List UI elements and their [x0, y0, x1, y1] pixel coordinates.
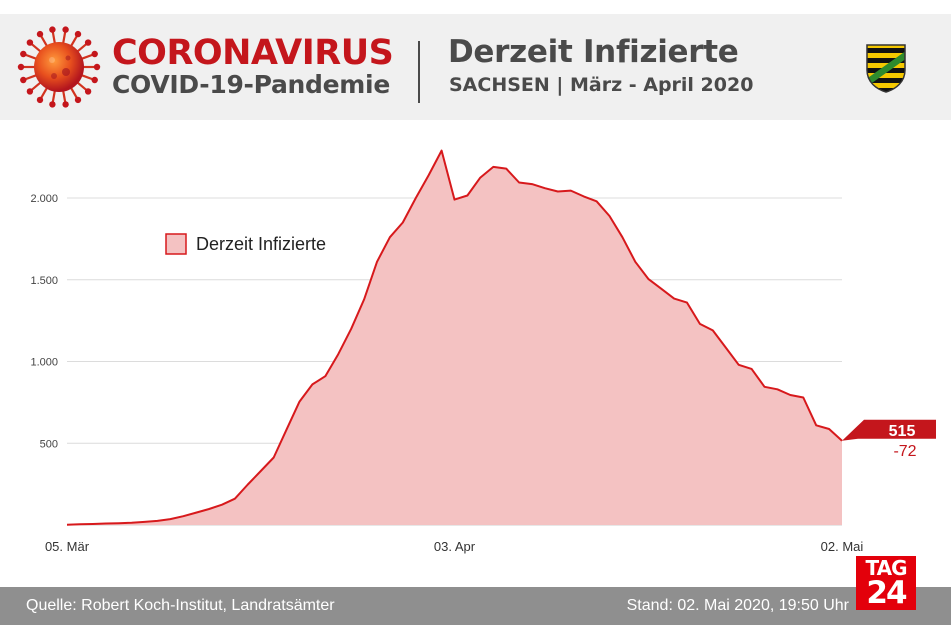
header-divider [418, 41, 420, 103]
logo-text-number: 24 [866, 575, 907, 611]
chart-series [66, 149, 843, 526]
virus-spike-tip [20, 76, 27, 84]
virus-spike-tip [26, 39, 34, 46]
virus-spike-tip [91, 76, 98, 84]
brand-title: CORONAVIRUS [112, 33, 394, 73]
brand-subtitle: COVID-19-Pandemie [112, 70, 390, 99]
legend-swatch [165, 233, 187, 255]
virus-spike-tip [62, 101, 69, 108]
virus-spike-tip [74, 96, 82, 104]
x-axis-ticks: 05. Mär 03. Apr 02. Mai [45, 539, 863, 554]
virus-spike-tip [62, 26, 69, 33]
footer-source: Quelle: Robert Koch-Institut, Landratsäm… [26, 597, 335, 614]
x-tick-label: 02. Mai [821, 539, 864, 554]
last-value-flag [842, 419, 936, 441]
y-tick-label: 1.000 [30, 357, 58, 369]
header-bar: CORONAVIRUS COVID-19-Pandemie Derzeit In… [0, 14, 951, 120]
chart-legend: Derzeit Infizierte [165, 233, 326, 255]
page-title: Derzeit Infizierte [448, 34, 739, 70]
virus-spike-tip [36, 30, 44, 38]
virus-spike-tip [91, 50, 98, 58]
virus-spike-tip [26, 88, 34, 95]
series-area [67, 150, 842, 525]
page-subtitle: SACHSEN | März - April 2020 [449, 74, 754, 96]
footer-timestamp: Stand: 02. Mai 2020, 19:50 Uhr [626, 597, 849, 614]
y-tick-label: 1.500 [30, 275, 58, 287]
last-value-label: 515 [889, 423, 916, 440]
saxony-coat-of-arms-icon [866, 44, 906, 93]
virus-spike-tip [36, 96, 44, 104]
chart: 500 1.000 1.500 2.000 05. Mär 03. Apr 02. Mai… [30, 149, 936, 554]
virus-spike-tip [49, 26, 56, 33]
footer-bar: Quelle: Robert Koch-Institut, Landratsäm… [0, 587, 951, 625]
virus-spike-tip [84, 39, 92, 46]
virus-icon [17, 26, 101, 108]
last-value-callout: 515 -72 [842, 419, 936, 460]
virus-spike-tip [17, 63, 25, 71]
y-tick-label: 500 [40, 438, 58, 450]
y-axis-ticks: 500 1.000 1.500 2.000 [30, 193, 58, 450]
virus-spike-tip [93, 63, 101, 71]
last-change-label: -72 [893, 443, 916, 460]
tag24-logo: TAG 24 [856, 556, 916, 610]
logo-text-tag: TAG [865, 556, 908, 580]
x-tick-label: 05. Mär [45, 539, 90, 554]
x-tick-label: 03. Apr [434, 539, 476, 554]
legend-label: Derzeit Infizierte [196, 234, 326, 254]
virus-spike-tip [20, 50, 27, 58]
virus-spike-tip [84, 88, 92, 95]
virus-spike-tip [49, 101, 56, 108]
y-tick-label: 2.000 [30, 193, 58, 205]
virus-spike-tip [74, 30, 82, 38]
